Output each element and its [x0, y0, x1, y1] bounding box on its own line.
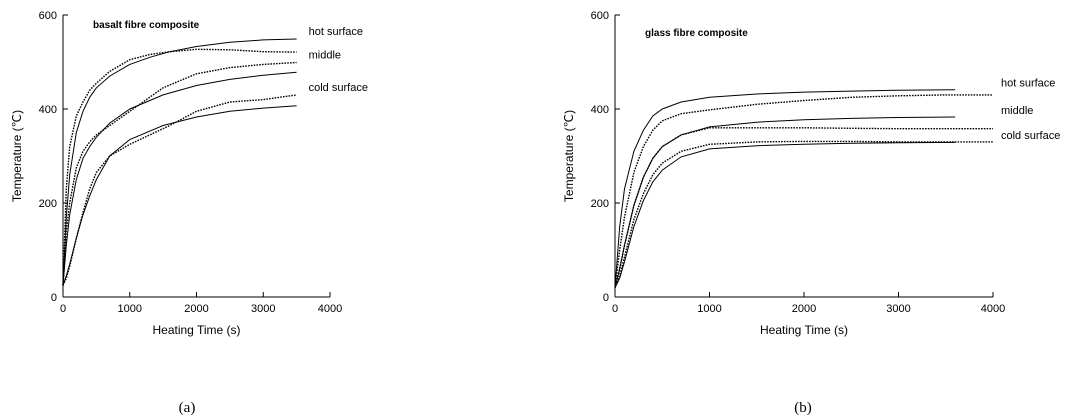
- series-line-cold-surface-dotted: [62, 94, 297, 286]
- x-tick-label: 3000: [251, 303, 275, 315]
- series-line-cold-surface-dotted: [614, 140, 993, 288]
- series-line-middle-dotted: [614, 127, 993, 288]
- y-tick-label: 400: [591, 104, 609, 116]
- series-line-middle-solid: [614, 116, 956, 288]
- x-tick-label: 2000: [184, 303, 208, 315]
- series-label-cold-surface: cold surface: [1001, 130, 1060, 142]
- panel-b: 0 1000 2000 3000 4000 0 200 400 600 Heating Time …: [562, 10, 1060, 416]
- y-tick-label: 400: [39, 104, 57, 116]
- y-tick-label: 0: [51, 292, 57, 304]
- panel-caption: (b): [794, 400, 812, 416]
- series-line-hot-surface-dotted: [614, 94, 993, 288]
- chart-title: basalt fibre composite: [93, 20, 200, 31]
- y-tick-label: 200: [591, 198, 609, 210]
- series-line-cold-surface-solid: [614, 141, 956, 288]
- series-label-middle: middle: [1001, 105, 1033, 117]
- series-line-hot-surface-solid: [62, 38, 297, 286]
- x-axis-label: Heating Time (s): [760, 323, 848, 337]
- y-tick-label: 600: [591, 10, 609, 22]
- y-tick-label: 200: [39, 198, 57, 210]
- series-label-hot-surface: hot surface: [309, 26, 363, 38]
- y-tick-label: 0: [603, 292, 609, 304]
- x-tick-label: 0: [60, 303, 66, 315]
- x-axis-label: Heating Time (s): [152, 323, 240, 337]
- series-label-middle: middle: [309, 49, 341, 61]
- series-line-middle-solid: [62, 71, 297, 286]
- series-line-hot-surface-dotted: [62, 48, 297, 286]
- series-line-middle-dotted: [62, 61, 297, 286]
- x-tick-label: 4000: [318, 303, 342, 315]
- x-tick-label: 3000: [886, 303, 910, 315]
- x-tick-label: 2000: [792, 303, 816, 315]
- x-tick-label: 1000: [697, 303, 721, 315]
- x-tick-label: 0: [612, 303, 618, 315]
- chart-title: glass fibre composite: [645, 28, 748, 39]
- y-axis-label: Temperature (℃): [562, 110, 576, 202]
- series-line-cold-surface-solid: [62, 105, 297, 286]
- panel-a: 0 1000 2000 3000 4000 0 200 400 600 Heating Time …: [10, 10, 368, 416]
- panel-caption: (a): [179, 400, 196, 416]
- series-label-cold-surface: cold surface: [309, 82, 368, 94]
- x-tick-label: 4000: [981, 303, 1005, 315]
- series-line-hot-surface-solid: [614, 89, 956, 288]
- y-axis-label: Temperature (℃): [10, 110, 24, 202]
- y-tick-label: 600: [39, 10, 57, 22]
- x-tick-label: 1000: [118, 303, 142, 315]
- series-label-hot-surface: hot surface: [1001, 78, 1055, 90]
